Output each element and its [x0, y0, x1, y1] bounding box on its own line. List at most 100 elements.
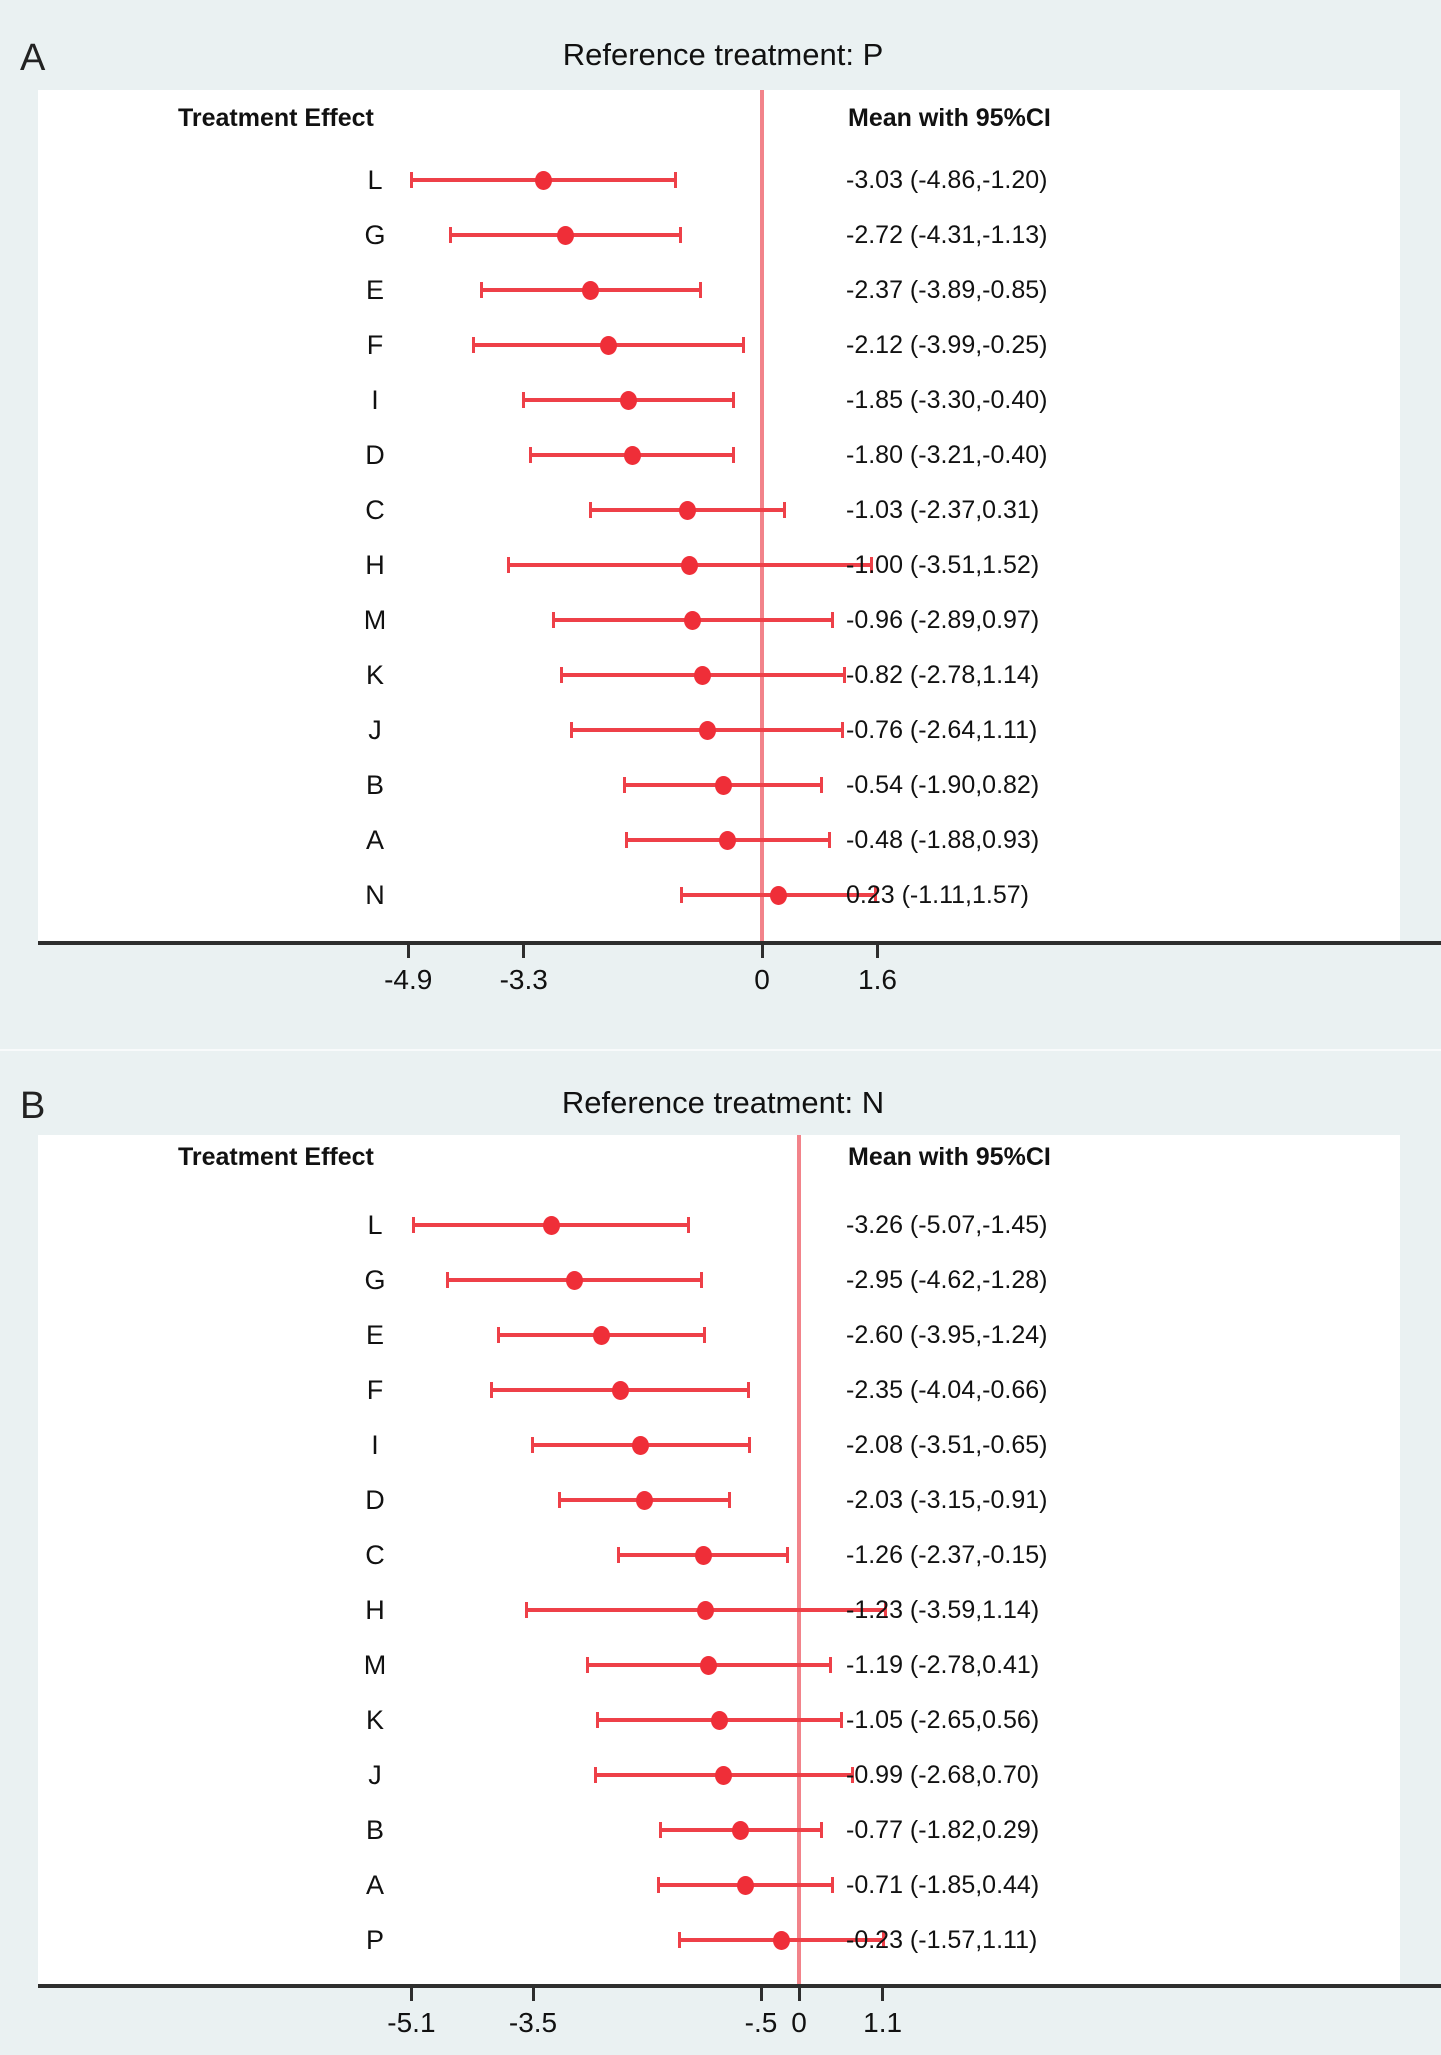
x-tick [759, 1988, 763, 2001]
ci-value-text: -0.96 (-2.89,0.97) [846, 606, 1040, 634]
mean-marker [557, 225, 575, 245]
treatment-label: C [365, 495, 385, 525]
treatment-label: J [368, 715, 382, 745]
mean-marker [697, 1600, 715, 1620]
ci-value-text: -2.60 (-3.95,-1.24) [846, 1321, 1048, 1349]
ci-cap-right [748, 1437, 752, 1453]
ci-cap-left [522, 392, 526, 408]
treatment-label: M [363, 605, 387, 635]
ci-cap-left [409, 172, 413, 188]
ci-cap-left [678, 1932, 682, 1948]
ci-value-text: -3.26 (-5.07,-1.45) [846, 1211, 1048, 1239]
mean-marker [694, 665, 712, 685]
ci-cap-right [687, 1217, 691, 1233]
ci-cap-left [528, 447, 532, 463]
treatment-label: I [371, 1430, 379, 1460]
mean-marker [600, 335, 618, 355]
ci-cap-right [881, 1932, 885, 1948]
treatment-label: F [366, 1375, 384, 1405]
mean-marker [718, 830, 736, 850]
x-tick-label: -3.5 [508, 2007, 558, 2038]
panel-a-letter: A [20, 37, 46, 79]
ci-cap-right [786, 1547, 790, 1563]
ci-value-text: -1.26 (-2.37,-0.15) [846, 1541, 1048, 1569]
treatment-label: D [365, 1485, 385, 1515]
ci-cap-left [656, 1877, 660, 1893]
ci-cap-left [559, 667, 563, 683]
ci-value-text: -0.54 (-1.90,0.82) [846, 771, 1040, 799]
ci-value-text: 0.23 (-1.11,1.57) [846, 881, 1029, 909]
ci-cap-right [819, 1822, 823, 1838]
ci-value-text: -0.99 (-2.68,0.70) [846, 1761, 1040, 1789]
mean-marker [731, 1820, 749, 1840]
treatment-label: A [365, 1870, 384, 1900]
panel-a-mean-ci-header: Mean with 95%CI [848, 104, 1051, 132]
mean-marker [619, 390, 637, 410]
x-tick [760, 945, 764, 958]
panel-b-letter: B [20, 1085, 46, 1127]
ci-cap-right [828, 1657, 832, 1673]
ci-cap-left [412, 1217, 416, 1233]
x-tick [406, 945, 410, 958]
ci-cap-right [840, 1712, 844, 1728]
panel-a-treatment-effect-header: Treatment Effect [178, 104, 374, 132]
ci-cap-right [731, 447, 735, 463]
ci-cap-right [703, 1327, 707, 1343]
treatment-label: L [367, 1210, 383, 1240]
treatment-label: G [364, 220, 386, 250]
ci-cap-right [782, 502, 786, 518]
panel-a-plot-area [38, 90, 1400, 941]
treatment-label: D [365, 440, 385, 470]
ci-cap-right [830, 612, 834, 628]
ci-cap-left [586, 1657, 590, 1673]
ci-value-text: -1.05 (-2.65,0.56) [846, 1706, 1040, 1734]
ci-cap-right [870, 557, 874, 573]
ci-value-text: -1.03 (-2.37,0.31) [846, 496, 1040, 524]
treatment-label: M [363, 1650, 387, 1680]
treatment-label: K [365, 660, 384, 690]
ci-cap-right [850, 1767, 854, 1783]
mean-marker [710, 1710, 728, 1730]
ci-cap-left [589, 502, 593, 518]
ci-value-text: -2.12 (-3.99,-0.25) [846, 331, 1048, 359]
treatment-label: B [365, 1815, 384, 1845]
ci-cap-right [731, 392, 735, 408]
treatment-label: I [371, 385, 379, 415]
ci-value-text: -1.80 (-3.21,-0.40) [846, 441, 1048, 469]
ci-cap-left [596, 1712, 600, 1728]
treatment-label: K [365, 1705, 384, 1735]
mean-marker [694, 1545, 712, 1565]
x-tick-label: -.5 [744, 2007, 778, 2038]
panel-a-title: Reference treatment: P [562, 37, 884, 72]
panel-divider [0, 1049, 1441, 1051]
ci-cap-right [747, 1382, 751, 1398]
reference-line [797, 1135, 801, 1984]
treatment-label: G [364, 1265, 386, 1295]
ci-cap-left [617, 1547, 621, 1563]
treatment-label: P [365, 1925, 384, 1955]
ci-cap-right [873, 887, 877, 903]
ci-cap-right [830, 1877, 834, 1893]
mean-marker [611, 1380, 629, 1400]
ci-cap-left [472, 337, 476, 353]
mean-marker [684, 610, 702, 630]
ci-cap-left [479, 282, 483, 298]
x-tick [531, 1988, 535, 2001]
x-tick [522, 945, 526, 958]
x-tick-label: 0 [754, 964, 770, 995]
treatment-label: E [365, 1320, 384, 1350]
mean-marker [582, 280, 600, 300]
treatment-label: C [365, 1540, 385, 1570]
ci-value-text: -3.03 (-4.86,-1.20) [846, 166, 1048, 194]
treatment-label: H [365, 550, 385, 580]
mean-marker [700, 1655, 718, 1675]
ci-cap-right [827, 832, 831, 848]
ci-cap-left [569, 722, 573, 738]
ci-cap-right [884, 1602, 888, 1618]
ci-cap-left [624, 832, 628, 848]
treatment-label: L [367, 165, 383, 195]
ci-cap-left [551, 612, 555, 628]
ci-cap-right [700, 1272, 704, 1288]
ci-cap-right [742, 337, 746, 353]
